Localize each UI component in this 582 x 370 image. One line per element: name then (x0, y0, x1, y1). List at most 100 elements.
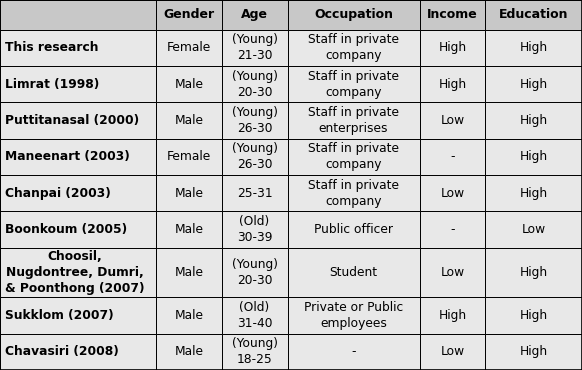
Text: High: High (438, 41, 467, 54)
Bar (222, 30, 288, 66)
Bar (485, 30, 582, 66)
Bar (485, 66, 582, 102)
Bar (485, 175, 582, 211)
Bar (420, 175, 485, 211)
Text: Staff in private
company: Staff in private company (308, 179, 399, 208)
Bar (222, 334, 288, 370)
Bar (156, 66, 222, 102)
Text: This research: This research (5, 41, 98, 54)
Text: Age: Age (241, 9, 268, 21)
Text: Student: Student (329, 266, 378, 279)
Bar (420, 30, 485, 66)
Bar (420, 0, 485, 30)
Text: (Old)
30-39: (Old) 30-39 (237, 215, 272, 244)
Bar (222, 175, 288, 211)
Bar (222, 66, 288, 102)
Bar (288, 102, 420, 139)
Bar (156, 297, 222, 334)
Text: Maneenart (2003): Maneenart (2003) (5, 151, 129, 164)
Bar (0, 211, 156, 248)
Bar (288, 175, 420, 211)
Text: Male: Male (175, 223, 203, 236)
Text: Low: Low (521, 223, 546, 236)
Bar (0, 30, 156, 66)
Text: Staff in private
company: Staff in private company (308, 142, 399, 171)
Bar (288, 297, 420, 334)
Text: Public officer: Public officer (314, 223, 393, 236)
Text: High: High (438, 78, 467, 91)
Bar (0, 297, 156, 334)
Bar (156, 30, 222, 66)
Bar (485, 334, 582, 370)
Text: Low: Low (441, 345, 464, 358)
Text: Staff in private
enterprises: Staff in private enterprises (308, 106, 399, 135)
Text: Low: Low (441, 114, 464, 127)
Text: -: - (450, 151, 455, 164)
Bar (420, 334, 485, 370)
Text: Private or Public
employees: Private or Public employees (304, 301, 403, 330)
Bar (288, 0, 420, 30)
Bar (288, 334, 420, 370)
Text: Low: Low (441, 266, 464, 279)
Text: Chavasiri (2008): Chavasiri (2008) (5, 345, 118, 358)
Bar (156, 175, 222, 211)
Bar (288, 139, 420, 175)
Bar (0, 66, 156, 102)
Bar (485, 102, 582, 139)
Text: Male: Male (175, 78, 203, 91)
Bar (156, 102, 222, 139)
Text: High: High (520, 345, 548, 358)
Text: (Young)
20-30: (Young) 20-30 (232, 258, 278, 287)
Text: -: - (450, 223, 455, 236)
Text: 25-31: 25-31 (237, 187, 272, 200)
Text: Chanpai (2003): Chanpai (2003) (5, 187, 111, 200)
Bar (288, 211, 420, 248)
Text: Staff in private
company: Staff in private company (308, 70, 399, 99)
Text: (Old)
31-40: (Old) 31-40 (237, 301, 272, 330)
Bar (420, 211, 485, 248)
Bar (420, 248, 485, 297)
Bar (420, 297, 485, 334)
Text: (Young)
18-25: (Young) 18-25 (232, 337, 278, 366)
Text: (Young)
26-30: (Young) 26-30 (232, 142, 278, 171)
Bar (156, 248, 222, 297)
Bar (485, 0, 582, 30)
Bar (485, 139, 582, 175)
Text: Staff in private
company: Staff in private company (308, 33, 399, 63)
Bar (420, 139, 485, 175)
Bar (420, 102, 485, 139)
Bar (288, 66, 420, 102)
Text: Sukklom (2007): Sukklom (2007) (5, 309, 113, 322)
Text: Male: Male (175, 266, 203, 279)
Text: Male: Male (175, 187, 203, 200)
Text: High: High (520, 41, 548, 54)
Text: Occupation: Occupation (314, 9, 393, 21)
Text: High: High (520, 309, 548, 322)
Bar (156, 211, 222, 248)
Text: Boonkoum (2005): Boonkoum (2005) (5, 223, 127, 236)
Text: Choosil,
Nugdontree, Dumri,
& Poonthong (2007): Choosil, Nugdontree, Dumri, & Poonthong … (5, 250, 144, 295)
Text: Low: Low (441, 187, 464, 200)
Bar (222, 297, 288, 334)
Bar (288, 30, 420, 66)
Text: Male: Male (175, 345, 203, 358)
Text: High: High (520, 187, 548, 200)
Text: Education: Education (499, 9, 569, 21)
Bar (156, 334, 222, 370)
Bar (485, 211, 582, 248)
Bar (156, 0, 222, 30)
Bar (0, 102, 156, 139)
Text: Gender: Gender (164, 9, 214, 21)
Bar (0, 248, 156, 297)
Text: High: High (520, 114, 548, 127)
Bar (288, 248, 420, 297)
Bar (0, 175, 156, 211)
Text: High: High (520, 78, 548, 91)
Bar (222, 102, 288, 139)
Bar (0, 0, 156, 30)
Text: Male: Male (175, 309, 203, 322)
Bar (420, 66, 485, 102)
Text: (Young)
26-30: (Young) 26-30 (232, 106, 278, 135)
Text: Female: Female (166, 41, 211, 54)
Text: Male: Male (175, 114, 203, 127)
